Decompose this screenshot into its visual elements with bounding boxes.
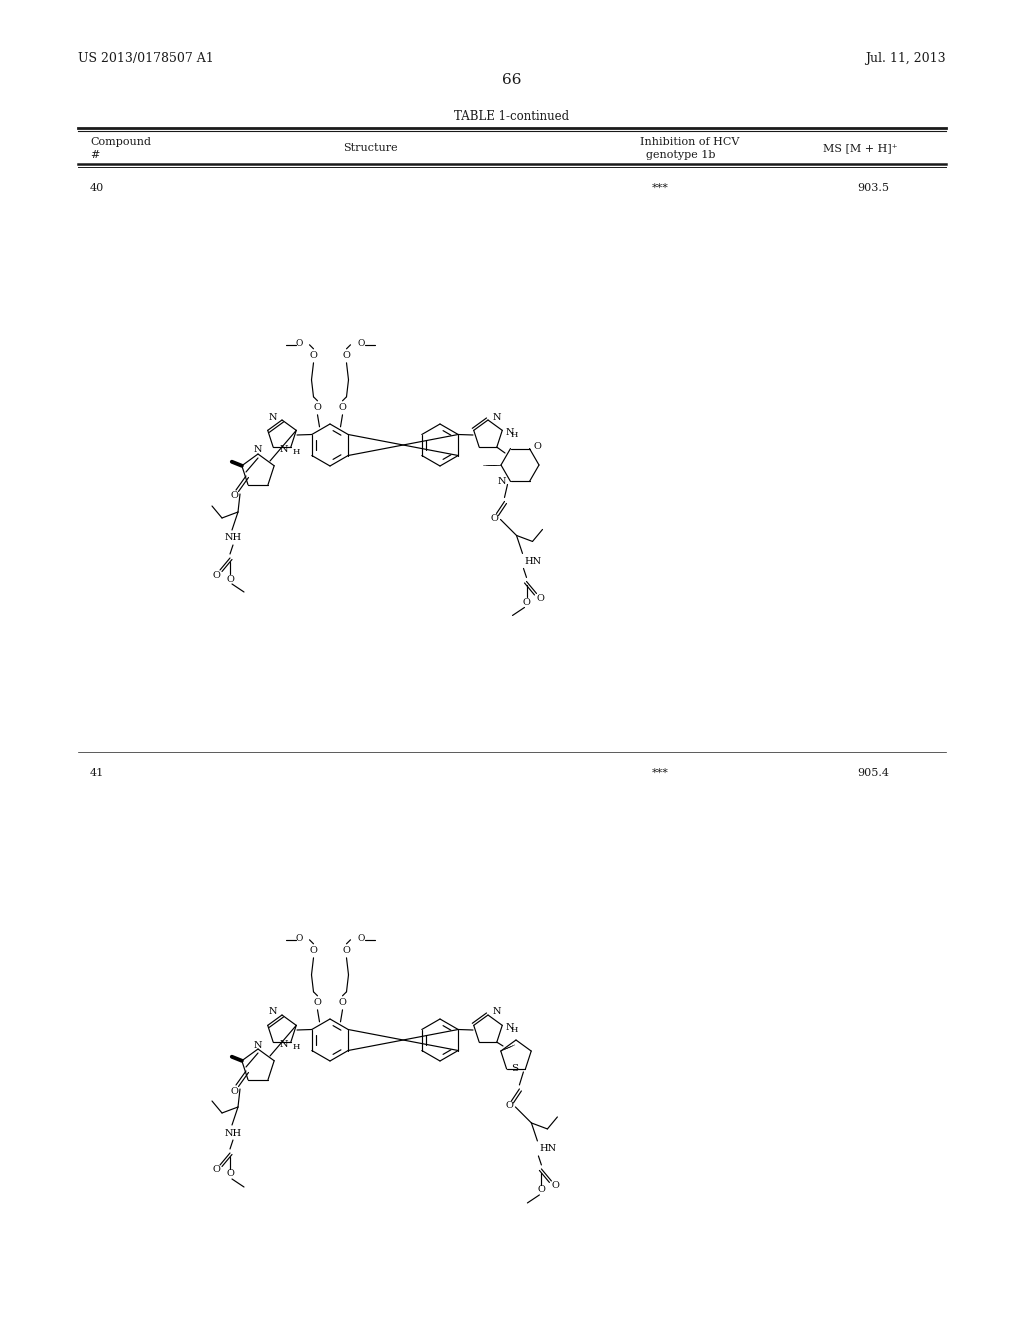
Text: #: # <box>90 150 99 160</box>
Text: O: O <box>490 513 499 523</box>
Text: ***: *** <box>651 183 669 193</box>
Text: N: N <box>498 477 507 486</box>
Text: MS [M + H]⁺: MS [M + H]⁺ <box>822 143 897 153</box>
Text: H: H <box>293 1043 300 1051</box>
Text: HN: HN <box>524 557 542 566</box>
Text: 40: 40 <box>90 183 104 193</box>
Text: O: O <box>295 935 302 944</box>
Text: H: H <box>510 1027 518 1035</box>
Text: O: O <box>537 594 545 603</box>
Text: N: N <box>493 412 502 421</box>
Text: genotype 1b: genotype 1b <box>646 150 716 160</box>
Text: TABLE 1-continued: TABLE 1-continued <box>455 110 569 123</box>
Text: US 2013/0178507 A1: US 2013/0178507 A1 <box>78 51 214 65</box>
Text: Structure: Structure <box>343 143 397 153</box>
Text: N: N <box>254 446 262 454</box>
Text: O: O <box>343 946 350 956</box>
Text: 905.4: 905.4 <box>857 768 889 777</box>
Text: N: N <box>280 445 288 454</box>
Text: O: O <box>506 1101 513 1110</box>
Text: N: N <box>505 1023 514 1032</box>
Text: Compound: Compound <box>90 137 151 147</box>
Text: O: O <box>313 404 322 412</box>
Text: Inhibition of HCV: Inhibition of HCV <box>640 137 739 147</box>
Text: O: O <box>226 1170 233 1179</box>
Text: O: O <box>212 1166 220 1175</box>
Text: O: O <box>230 491 238 500</box>
Text: NH: NH <box>224 1129 242 1138</box>
Text: N: N <box>493 1007 502 1016</box>
Text: N: N <box>268 1007 278 1016</box>
Text: H: H <box>510 432 518 440</box>
Text: H: H <box>293 447 300 457</box>
Text: O: O <box>230 1086 238 1096</box>
Text: N: N <box>268 412 278 421</box>
Text: S: S <box>512 1064 519 1073</box>
Text: 903.5: 903.5 <box>857 183 889 193</box>
Text: Jul. 11, 2013: Jul. 11, 2013 <box>865 51 946 65</box>
Text: O: O <box>522 598 530 607</box>
Text: 41: 41 <box>90 768 104 777</box>
Text: O: O <box>212 570 220 579</box>
Text: O: O <box>339 404 346 412</box>
Text: O: O <box>357 935 365 944</box>
Text: O: O <box>309 946 317 956</box>
Text: O: O <box>534 442 542 451</box>
Text: 66: 66 <box>502 73 522 87</box>
Text: O: O <box>552 1181 559 1191</box>
Text: O: O <box>313 998 322 1007</box>
Text: O: O <box>538 1185 546 1195</box>
Text: ***: *** <box>651 768 669 777</box>
Text: HN: HN <box>540 1144 556 1154</box>
Text: O: O <box>226 574 233 583</box>
Text: O: O <box>339 998 346 1007</box>
Text: NH: NH <box>224 533 242 543</box>
Text: N: N <box>254 1040 262 1049</box>
Text: O: O <box>343 351 350 360</box>
Text: O: O <box>357 339 365 348</box>
Text: N: N <box>280 1040 288 1048</box>
Text: N: N <box>505 428 514 437</box>
Text: O: O <box>309 351 317 360</box>
Text: O: O <box>295 339 302 348</box>
